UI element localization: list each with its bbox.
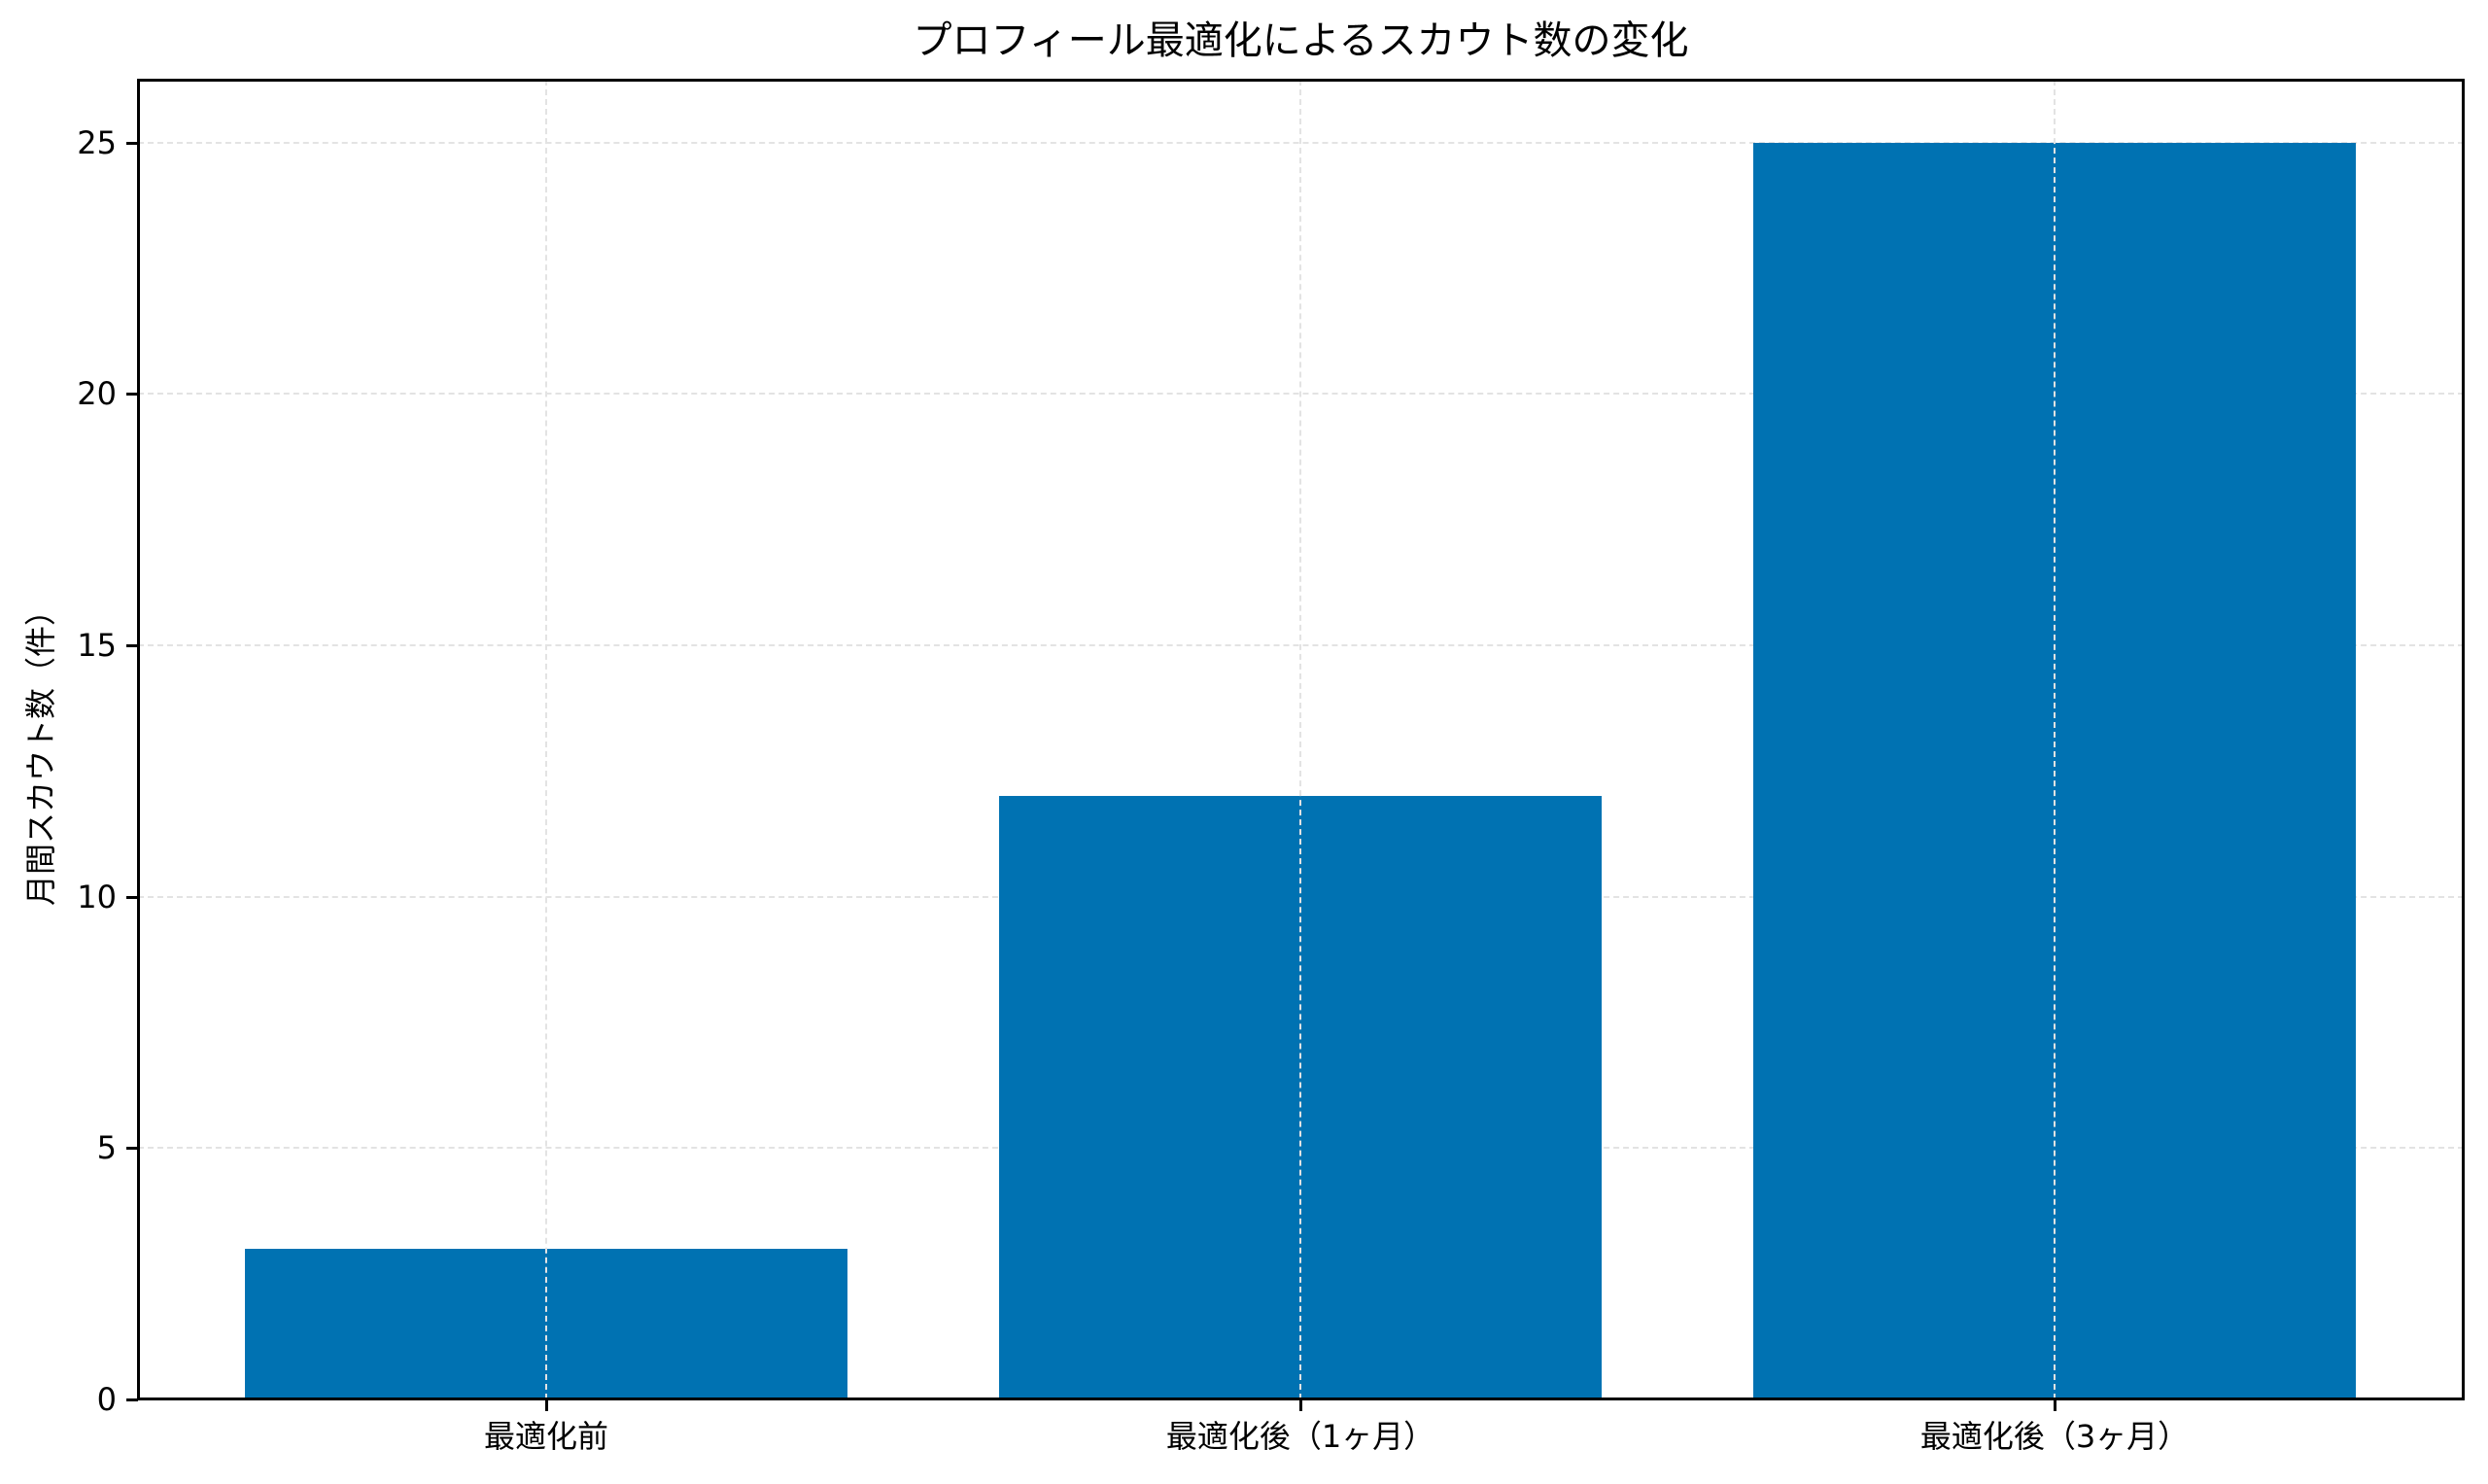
y-tick-mark [126,1147,138,1151]
v-grid-line [1299,80,1301,1399]
y-tick-label: 0 [96,1381,117,1418]
x-tick-label: 最適化後（1ヶ月） [1165,1418,1435,1455]
x-tick-mark [545,1399,548,1411]
y-tick-mark [126,895,138,899]
x-tick-mark [2054,1399,2056,1411]
y-tick-mark [126,141,138,145]
y-tick-label: 25 [77,123,117,161]
v-grid-line [2054,80,2056,1399]
y-tick-mark [126,1398,138,1401]
v-grid-line [545,80,547,1399]
x-tick-mark [1299,1399,1302,1411]
y-tick-label: 5 [96,1129,117,1167]
x-tick-label: 最適化前 [483,1418,609,1455]
chart-title: プロフィール最適化によるスカウト数の変化 [913,18,1689,63]
y-tick-mark [126,393,138,397]
y-tick-mark [126,644,138,647]
y-axis-label: 月間スカウト数（件） [22,594,59,907]
y-tick-label: 15 [77,627,117,664]
x-tick-label: 最適化後（3ヶ月） [1919,1418,2190,1455]
y-tick-label: 20 [77,375,117,413]
y-tick-label: 10 [77,878,117,915]
